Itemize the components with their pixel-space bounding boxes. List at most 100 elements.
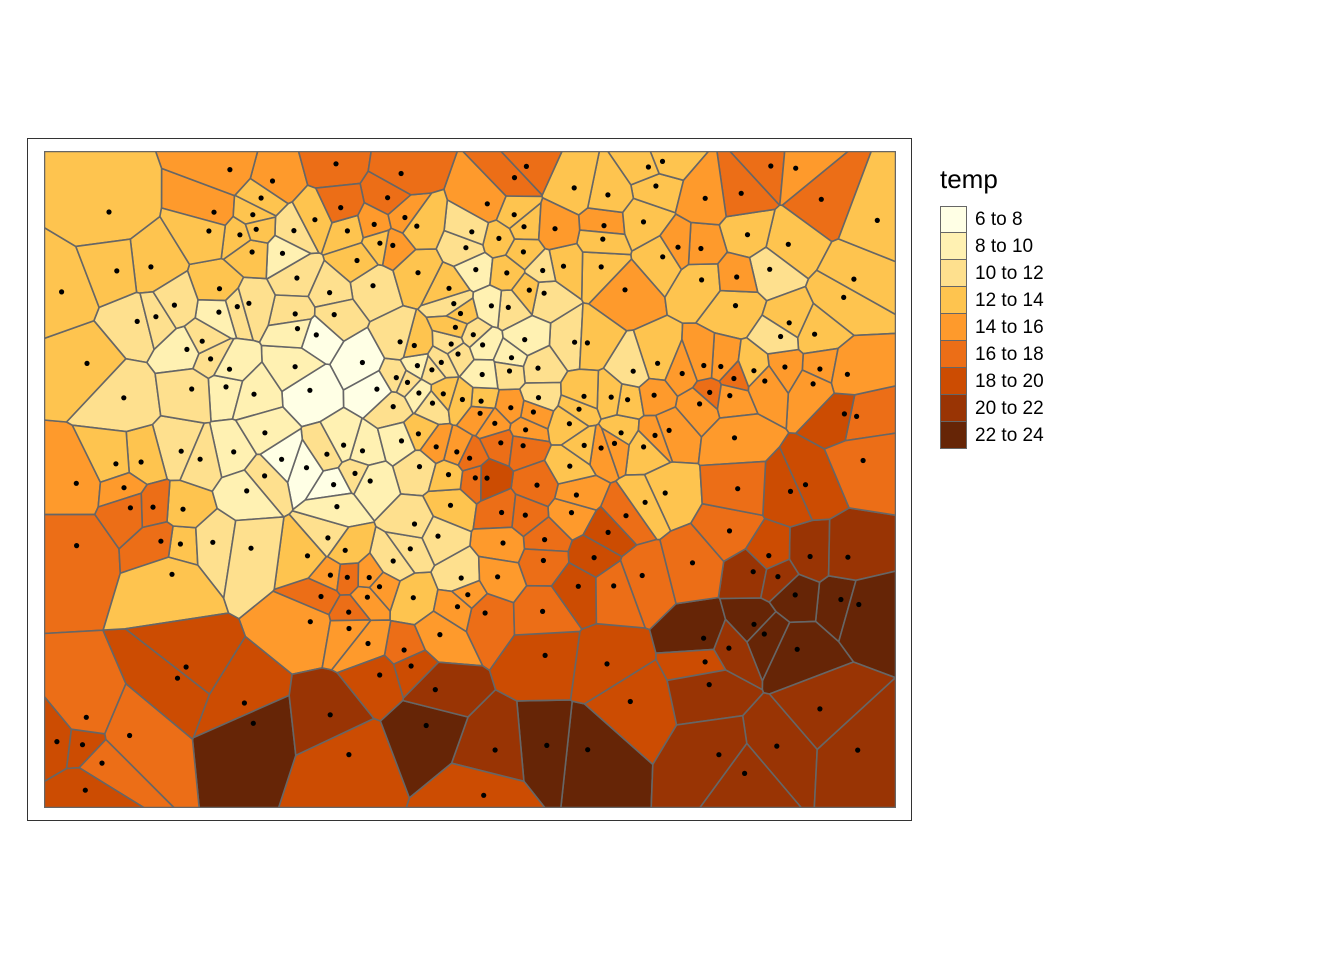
station-point [134,318,140,324]
station-point [573,492,580,498]
legend-swatch [940,341,967,368]
station-point [508,355,515,361]
station-point [473,267,479,273]
station-point [498,440,504,446]
voronoi-cell [222,516,285,620]
station-point [210,539,216,545]
station-point [432,687,438,693]
station-point [377,672,383,678]
voronoi-cell [457,434,491,472]
station-point [470,332,476,338]
voronoi-cell [222,239,269,280]
voronoi-cell [244,216,277,244]
legend-item: 14 to 16 [940,314,1044,341]
voronoi-cell [615,473,672,541]
legend-item: 6 to 8 [940,206,1044,233]
station-point [817,366,823,372]
station-point [505,304,511,310]
station-point [726,645,732,651]
station-point [454,449,460,455]
station-point [774,743,780,749]
station-point [535,365,541,371]
voronoi-cell [402,308,434,359]
station-point [338,205,344,211]
station-point [82,787,88,793]
station-point [459,396,465,403]
station-point [414,363,420,369]
station-point [472,475,478,481]
voronoi-cell [154,367,212,424]
station-point [521,224,527,230]
station-point [762,378,768,384]
station-point [249,249,255,255]
station-point [445,472,452,478]
station-point [262,473,268,479]
station-point [269,178,276,184]
voronoi-cell [744,517,791,570]
station-point [653,183,659,189]
station-point [738,190,744,196]
station-point [307,619,313,625]
map-panel-border [44,151,896,808]
station-point [325,535,331,541]
station-point [611,440,618,446]
station-point [874,217,880,223]
station-point [766,553,772,559]
station-point [183,664,189,670]
station-point [84,360,90,366]
station-point [390,242,396,248]
station-point [231,449,237,455]
station-point [415,431,421,437]
station-point [689,560,696,566]
voronoi-cell [827,507,896,582]
legend-item: 22 to 24 [940,422,1044,449]
station-point [199,338,205,344]
station-point [478,398,484,404]
station-point [601,223,607,229]
station-point [782,364,788,370]
station-point [734,274,740,280]
station-point [408,663,414,669]
station-point [241,700,247,706]
station-point [482,610,488,616]
station-point [707,389,713,395]
station-point [250,212,256,218]
station-point [248,545,254,551]
station-point [435,533,441,539]
voronoi-cell [152,269,199,330]
station-point [423,722,429,729]
station-point [463,245,469,251]
station-point [469,229,475,235]
station-point [540,608,546,614]
voronoi-cell [421,515,473,567]
station-point [54,739,60,745]
legend-label: 6 to 8 [975,208,1023,230]
station-point [438,359,444,365]
voronoi-cell [479,457,515,502]
voronoi-cell [314,182,366,224]
legend-item: 16 to 18 [940,341,1044,368]
station-point [59,289,65,295]
station-point [585,747,591,753]
station-point [346,752,352,758]
legend-swatch [940,287,967,314]
voronoi-cell [674,151,728,226]
station-point [576,406,582,412]
voronoi-cell [273,513,328,591]
station-point [571,185,577,191]
legend-label: 20 to 22 [975,397,1044,419]
station-point [342,547,348,553]
voronoi-cell [405,762,546,808]
station-point [499,509,505,516]
station-point [346,609,352,615]
station-point [751,621,757,627]
station-point [642,499,648,505]
station-point [818,196,824,202]
legend-item: 18 to 20 [940,368,1044,395]
station-point [416,464,423,470]
station-point [581,442,587,448]
station-point [702,659,708,665]
station-point [584,340,591,346]
voronoi-cell [234,406,303,456]
voronoi-cell [537,197,581,251]
